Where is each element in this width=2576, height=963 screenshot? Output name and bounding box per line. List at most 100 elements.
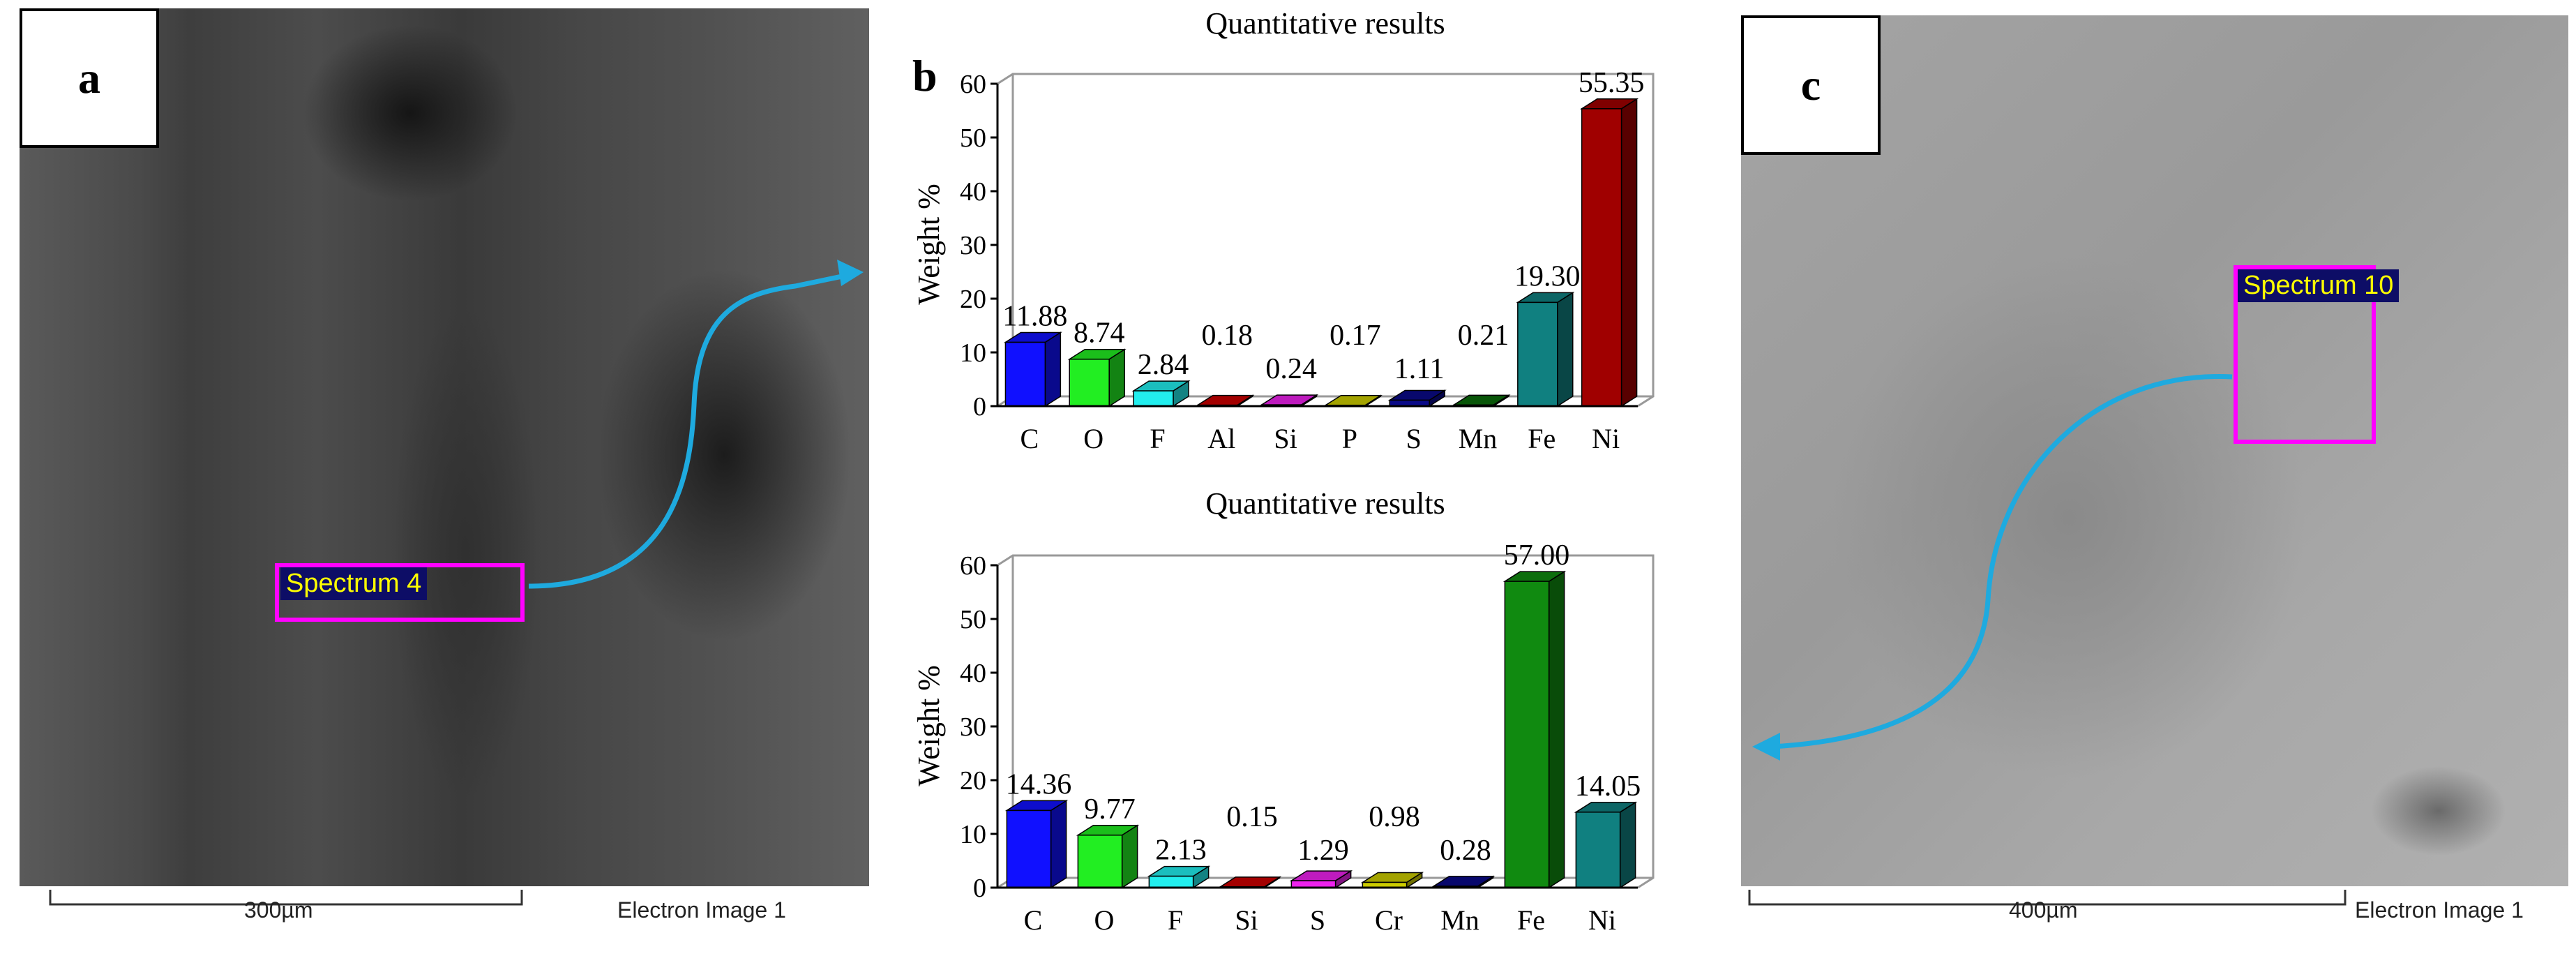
y-tick-label: 10 xyxy=(960,338,986,368)
y-axis-label: Weight % xyxy=(912,184,946,305)
bar-value-label: 14.05 xyxy=(1575,770,1641,802)
chart-title: Quantitative results xyxy=(1205,6,1445,40)
x-tick-label: S xyxy=(1310,904,1325,936)
x-tick-label: Fe xyxy=(1517,904,1545,936)
panel-letter-a: a xyxy=(20,8,159,148)
image-caption-a: Electron Image 1 xyxy=(617,897,786,923)
x-tick-label: Mn xyxy=(1459,423,1498,454)
bar xyxy=(1131,380,1191,408)
y-tick-label: 30 xyxy=(960,712,986,742)
x-axis: C O F Al Si P S Mn Fe Ni xyxy=(997,405,1638,454)
bar-side xyxy=(1619,801,1636,889)
x-tick-label: Cr xyxy=(1375,904,1403,936)
panel-letter-b: b xyxy=(912,51,937,100)
image-caption-c: Electron Image 1 xyxy=(2355,897,2524,923)
scale-bar-a xyxy=(49,890,523,906)
bar-value-label: 0.17 xyxy=(1330,320,1381,352)
bar-value-label: 0.15 xyxy=(1226,801,1278,833)
bar-value-label: 2.84 xyxy=(1138,349,1189,381)
bar xyxy=(1067,348,1127,408)
spectrum-box-c xyxy=(2234,265,2376,444)
y-axis: 0 10 20 30 40 50 60 xyxy=(960,70,999,421)
y-axis-label: Weight % xyxy=(912,665,946,786)
y-tick-label: 60 xyxy=(960,70,986,99)
sem-image-c: c Spectrum 10 xyxy=(1741,15,2568,886)
bar-front xyxy=(1133,390,1174,407)
bar-front xyxy=(1004,341,1046,407)
bar xyxy=(1574,801,1638,889)
x-tick-label: Si xyxy=(1235,904,1258,936)
bar-side xyxy=(1557,292,1574,408)
bar xyxy=(1147,865,1211,889)
bar-front xyxy=(1077,835,1123,888)
x-tick-label: O xyxy=(1094,904,1115,936)
bar-front xyxy=(1581,108,1622,407)
chart-title: Quantitative results xyxy=(1205,486,1445,521)
bar xyxy=(1076,824,1140,889)
bar-value-label: 1.11 xyxy=(1394,353,1445,385)
bar-value-label: 19.30 xyxy=(1514,260,1581,292)
bar-value-label: 1.29 xyxy=(1297,835,1349,867)
bar-front xyxy=(1575,812,1621,888)
y-tick-label: 20 xyxy=(960,766,986,796)
bar-side xyxy=(1620,98,1638,408)
bar-value-label: 55.35 xyxy=(1579,67,1645,99)
bar xyxy=(1387,389,1447,408)
bar xyxy=(1516,292,1575,408)
y-tick-label: 50 xyxy=(960,124,986,153)
bar-value-label: 0.28 xyxy=(1440,835,1491,867)
frame-back xyxy=(997,73,1655,408)
bar-value-label: 14.36 xyxy=(1006,768,1072,800)
bar-side xyxy=(1044,331,1062,408)
eds-chart-spectrum-10: Quantitative results Weight % 0 10 20 30 40 5… xyxy=(912,486,1655,936)
bar-value-label: 11.88 xyxy=(1002,301,1067,333)
bar-side xyxy=(1121,824,1138,889)
x-tick-label: Ni xyxy=(1588,904,1616,936)
x-axis: C O F Si S Cr Mn Fe Ni xyxy=(997,886,1638,936)
y-tick-label: 50 xyxy=(960,605,986,634)
x-tick-label: Ni xyxy=(1592,423,1620,454)
bar xyxy=(1580,98,1639,408)
bar-value-label: 0.21 xyxy=(1458,320,1509,352)
bar-value-label: 2.13 xyxy=(1155,835,1207,867)
bar-value-label: 8.74 xyxy=(1074,318,1125,350)
x-tick-label: Fe xyxy=(1528,423,1556,454)
x-tick-label: C xyxy=(1020,423,1039,454)
y-tick-label: 60 xyxy=(960,551,986,581)
bar xyxy=(1289,869,1353,889)
y-tick-label: 0 xyxy=(973,874,986,903)
spectrum-label-c: Spectrum 10 xyxy=(2238,269,2400,302)
bar-front xyxy=(1069,358,1110,407)
arrow-a-head xyxy=(837,260,864,286)
x-tick-label: Si xyxy=(1274,423,1297,454)
panel-letter-c: c xyxy=(1741,15,1881,155)
bar-side xyxy=(1050,800,1067,889)
bar xyxy=(1003,331,1062,408)
bar-front xyxy=(1517,301,1558,407)
bar-value-label: 0.98 xyxy=(1369,801,1420,833)
y-tick-label: 30 xyxy=(960,231,986,260)
arrow-a xyxy=(528,271,857,589)
scale-label-c: 400µm xyxy=(2009,897,2078,923)
bar-value-label: 0.18 xyxy=(1202,320,1253,352)
bar-front xyxy=(1504,581,1550,888)
y-tick-label: 40 xyxy=(960,659,986,688)
eds-chart-spectrum-4: Quantitative results Weight % 0 10 20 30 40 5… xyxy=(912,6,1655,454)
x-tick-label: C xyxy=(1024,904,1043,936)
scale-bar-c xyxy=(1748,890,2347,906)
bar xyxy=(1360,872,1424,889)
y-tick-label: 40 xyxy=(960,177,986,207)
sem-image-a: a Spectrum 4 xyxy=(20,8,869,886)
x-tick-label: O xyxy=(1083,423,1104,454)
bar-side xyxy=(1548,570,1565,889)
y-tick-label: 20 xyxy=(960,285,986,314)
x-tick-label: F xyxy=(1168,904,1183,936)
frame-back xyxy=(997,554,1655,889)
scale-label-a: 300µm xyxy=(244,897,313,923)
y-axis: 0 10 20 30 40 50 60 xyxy=(960,551,999,903)
spectrum-box-a xyxy=(275,563,525,622)
y-tick-label: 0 xyxy=(973,392,986,421)
bar xyxy=(1502,570,1567,889)
